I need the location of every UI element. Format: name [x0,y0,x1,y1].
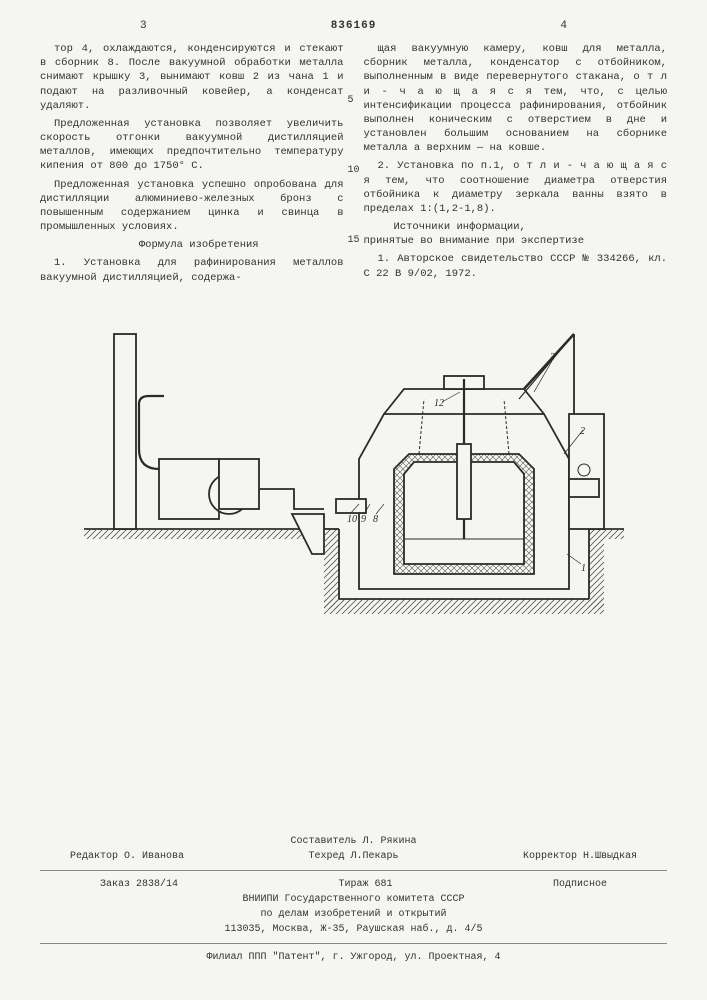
sources-title: Источники информации, [364,220,668,234]
org-line-1: ВНИИПИ Государственного комитета СССР [40,892,667,907]
address-line: 113035, Москва, Ж-35, Раушская наб., д. … [40,922,667,937]
para-3: Предложенная установка успешно опробован… [40,178,344,235]
para-2: Предложенная установка позволяет увеличи… [40,117,344,174]
tirage: Тираж 681 [338,877,392,892]
para-r3: 1. Авторское свидетельство СССР № 334266… [364,252,668,280]
svg-text:8: 8 [373,514,378,525]
svg-text:9: 9 [361,514,366,525]
order-row: Заказ 2838/14 Тираж 681 Подписное [40,877,667,892]
header-row: 3 836169 4 [40,20,667,32]
svg-text:2: 2 [580,426,585,437]
right-column: 5 10 15 щая вакуумную камеру, ковш для м… [364,42,668,289]
technical-diagram: 1098 12 3 2 1 [40,304,667,644]
svg-text:1: 1 [581,563,586,574]
subscription: Подписное [553,877,607,892]
line-number-5: 5 [348,94,354,108]
corrector: Корректор Н.Швыдкая [523,849,637,864]
left-column: тор 4, охлаждаются, конденсируются и сте… [40,42,344,289]
para-r1: щая вакуумную камеру, ковш для металла, … [364,42,668,155]
branch-line: Филиал ППП "Патент", г. Ужгород, ул. Про… [40,950,667,965]
text-columns: тор 4, охлаждаются, конденсируются и сте… [40,42,667,289]
para-1: тор 4, охлаждаются, конденсируются и сте… [40,42,344,113]
line-number-10: 10 [348,164,360,178]
editor-row: Редактор О. Иванова Техред Л.Пекарь Корр… [40,849,667,864]
sources-line: принятые во внимание при экспертизе [364,234,668,248]
para-4: 1. Установка для рафинирования металлов … [40,256,344,284]
page-number-right: 4 [560,20,567,32]
svg-text:12: 12 [434,398,444,409]
page-number-left: 3 [140,20,147,32]
tech-editor: Техред Л.Пекарь [308,849,398,864]
diagram-svg: 1098 12 3 2 1 [64,304,644,634]
patent-number: 836169 [331,20,377,32]
compiler-line: Составитель Л. Рякина [40,834,667,849]
line-number-15: 15 [348,234,360,248]
para-r2: 2. Установка по п.1, о т л и - ч а ю щ а… [364,159,668,216]
order-number: Заказ 2838/14 [100,877,178,892]
footer: Составитель Л. Рякина Редактор О. Иванов… [40,834,667,965]
document-page: 3 836169 4 тор 4, охлаждаются, конденсир… [0,0,707,1000]
formula-title: Формула изобретения [40,238,344,252]
svg-text:10: 10 [347,514,357,525]
org-line-2: по делам изобретений и открытий [40,907,667,922]
editor: Редактор О. Иванова [70,849,184,864]
divider-2 [40,943,667,944]
divider-1 [40,870,667,871]
